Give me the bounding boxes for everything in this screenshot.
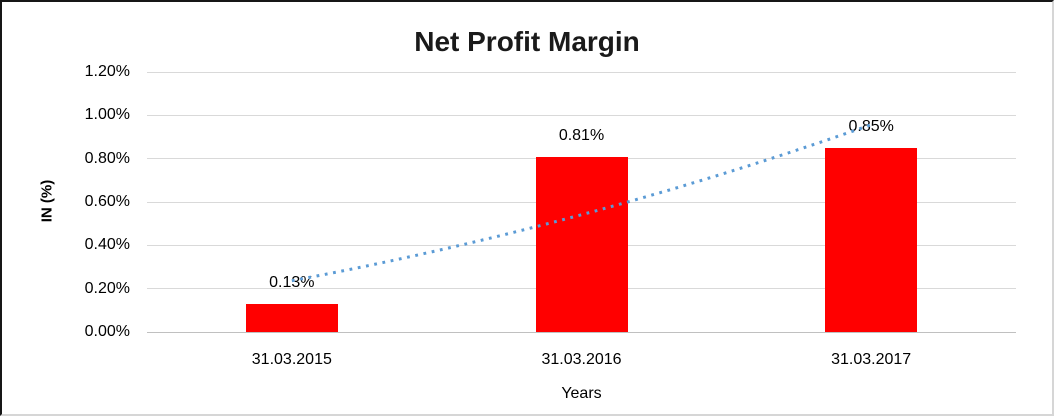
x-tick-label: 31.03.2017 bbox=[831, 351, 912, 368]
y-tick-label: 0.60% bbox=[84, 193, 130, 210]
plot-area: 0.13% 31.03.2015 0.81% 31.03.2016 0.85% 31.03… bbox=[147, 71, 1016, 368]
bar-data-label: 0.13% bbox=[269, 273, 315, 291]
y-tick-label: 1.00% bbox=[84, 106, 130, 124]
x-tick-label: 31.03.2015 bbox=[251, 351, 332, 368]
y-tick-label: 0.40% bbox=[84, 236, 130, 254]
x-axis-line bbox=[147, 331, 1016, 333]
y-tick-label: 0.80% bbox=[84, 149, 130, 167]
x-axis-title: Years bbox=[561, 385, 602, 402]
bar bbox=[245, 303, 338, 332]
y-axis-tick-labels: 0.00% 0.20% 0.40% 0.60% 0.80% 1.00% 1.20% bbox=[2, 63, 130, 340]
gridline bbox=[147, 114, 1016, 116]
y-tick-label: 0.20% bbox=[84, 279, 130, 297]
bar-data-label: 0.85% bbox=[848, 117, 894, 135]
x-tick-label: 31.03.2016 bbox=[541, 351, 622, 368]
y-tick-label: 1.20% bbox=[84, 63, 130, 80]
bar bbox=[535, 156, 628, 332]
bar bbox=[825, 147, 918, 332]
gridline bbox=[147, 71, 1016, 73]
bar-data-label: 0.81% bbox=[558, 126, 605, 144]
chart-title: Net Profit Margin bbox=[414, 26, 640, 57]
y-tick-label: 0.00% bbox=[84, 323, 130, 340]
